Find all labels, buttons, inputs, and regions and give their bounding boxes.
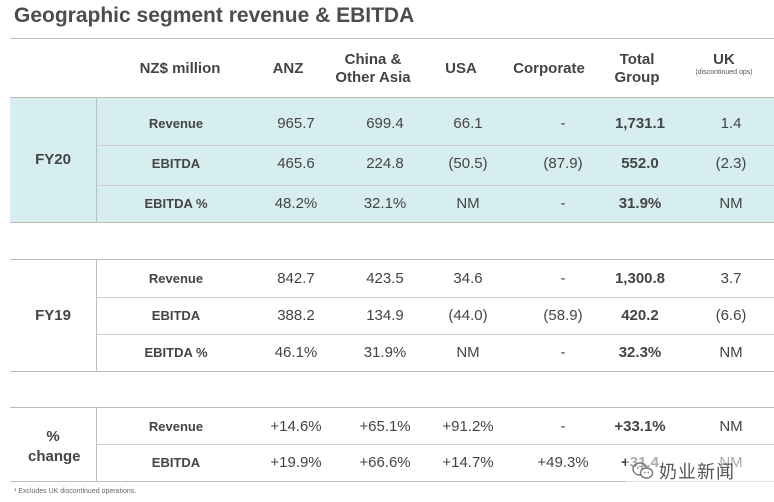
cell-corporate: (87.9)	[543, 155, 583, 172]
row-rule	[96, 145, 774, 146]
header-col-corporate: Corporate	[513, 60, 585, 77]
cell-uk: (6.6)	[715, 307, 747, 324]
header-col-total-label: Total Group	[614, 51, 660, 86]
cell-corporate: -	[560, 270, 566, 287]
cell-china: 31.9%	[363, 344, 407, 361]
section-rule	[10, 407, 774, 408]
section-divider	[96, 97, 97, 223]
row-rule	[96, 334, 774, 335]
cell-anz: +19.9%	[270, 454, 322, 471]
watermark-text: 奶业新闻	[659, 462, 735, 482]
cell-anz: +14.6%	[270, 418, 322, 435]
cell-china: +65.1%	[359, 418, 411, 435]
period-label: FY20	[35, 151, 71, 168]
header-unit: NZ$ million	[139, 60, 221, 77]
cell-usa: (50.5)	[448, 155, 488, 172]
cell-anz: 48.2%	[274, 195, 318, 212]
metric-label: EBITDA	[151, 156, 201, 171]
cell-uk: NM	[719, 195, 743, 212]
cell-china: 423.5	[366, 270, 404, 287]
cell-usa: +91.2%	[442, 418, 494, 435]
cell-uk: NM	[719, 418, 743, 435]
section-rule	[10, 481, 774, 482]
header-col-anz: ANZ	[272, 60, 304, 77]
cell-anz: 842.7	[277, 270, 315, 287]
table-row: EBITDA % 46.1% 31.9% NM - 32.3% NM	[96, 334, 774, 372]
page-title: Geographic segment revenue & EBITDA	[14, 4, 415, 27]
table-row: Revenue 842.7 423.5 34.6 - 1,300.8 3.7	[96, 260, 774, 298]
period-label: % change	[28, 428, 81, 465]
cell-corporate: -	[560, 418, 566, 435]
cell-uk: 1.4	[720, 115, 742, 132]
row-rule	[96, 185, 774, 186]
cell-china: 32.1%	[363, 195, 407, 212]
cell-usa: 66.1	[453, 115, 483, 132]
wechat-icon	[632, 462, 654, 479]
cell-corporate: +49.3%	[537, 454, 589, 471]
cell-usa: 34.6	[453, 270, 483, 287]
cell-corporate: (58.9)	[543, 307, 583, 324]
section-rule	[10, 259, 774, 260]
header-col-china-label: China & Other Asia	[335, 51, 411, 86]
metric-label: EBITDA %	[144, 345, 208, 360]
cell-china: 134.9	[366, 307, 404, 324]
metric-label: EBITDA	[151, 308, 201, 323]
cell-china: +66.6%	[359, 454, 411, 471]
table-row: Revenue 965.7 699.4 66.1 - 1,731.1 1.4	[96, 105, 774, 143]
cell-uk: NM	[719, 344, 743, 361]
metric-label: Revenue	[148, 116, 204, 131]
section-divider	[96, 259, 97, 372]
section-fy20: FY20 Revenue 965.7 699.4 66.1 - 1,731.1 1.4 EB…	[10, 97, 774, 223]
section-change: % change Revenue +14.6% +65.1% +91.2% - +33.1…	[10, 407, 774, 482]
watermark: 奶业新闻	[626, 456, 774, 486]
cell-anz: 965.7	[277, 115, 315, 132]
cell-anz: 388.2	[277, 307, 315, 324]
cell-total: 1,731.1	[614, 115, 666, 132]
cell-usa: +14.7%	[442, 454, 494, 471]
cell-usa: NM	[456, 344, 480, 361]
section-fy19: FY19 Revenue 842.7 423.5 34.6 - 1,300.8 3.7 EB…	[10, 259, 774, 372]
table-row: Revenue +14.6% +65.1% +91.2% - +33.1% NM	[96, 408, 774, 446]
header-col-uk-note: (discontinued ops)	[695, 69, 753, 76]
cell-total: 552.0	[621, 155, 659, 172]
cell-corporate: -	[560, 195, 566, 212]
cell-anz: 46.1%	[274, 344, 318, 361]
cell-total: 32.3%	[618, 344, 662, 361]
header-top-rule	[10, 38, 774, 39]
cell-china: 224.8	[366, 155, 404, 172]
cell-total: 1,300.8	[614, 270, 666, 287]
row-rule	[96, 444, 774, 445]
period-label: FY19	[35, 307, 71, 324]
cell-total: 31.9%	[618, 195, 662, 212]
row-rule	[96, 297, 774, 298]
metric-label: Revenue	[148, 271, 204, 286]
cell-anz: 465.6	[277, 155, 315, 172]
cell-china: 699.4	[366, 115, 404, 132]
header-col-uk: UK (discontinued ops)	[674, 51, 774, 77]
section-rule	[10, 97, 774, 98]
section-rule	[10, 222, 774, 223]
table-row: EBITDA 465.6 224.8 (50.5) (87.9) 552.0 (2.3)	[96, 145, 774, 183]
cell-usa: (44.0)	[448, 307, 488, 324]
cell-total: +33.1%	[614, 418, 666, 435]
cell-uk: (2.3)	[715, 155, 747, 172]
cell-total: 420.2	[621, 307, 659, 324]
metric-label: EBITDA %	[144, 196, 208, 211]
cell-uk: 3.7	[720, 270, 742, 287]
table-row: EBITDA % 48.2% 32.1% NM - 31.9% NM	[96, 185, 774, 223]
section-rule	[10, 371, 774, 372]
header-col-total: Total Group	[602, 51, 672, 87]
metric-label: EBITDA	[151, 455, 201, 470]
header-col-usa: USA	[445, 60, 477, 77]
cell-corporate: -	[560, 115, 566, 132]
table-row: EBITDA 388.2 134.9 (44.0) (58.9) 420.2 (6.6)	[96, 297, 774, 335]
header-col-uk-label: UK	[713, 51, 735, 68]
footnote: ¹ Excludes UK discontinued operations.	[14, 488, 137, 495]
cell-corporate: -	[560, 344, 566, 361]
header-col-china: China & Other Asia	[328, 51, 418, 87]
cell-usa: NM	[456, 195, 480, 212]
metric-label: Revenue	[148, 419, 204, 434]
